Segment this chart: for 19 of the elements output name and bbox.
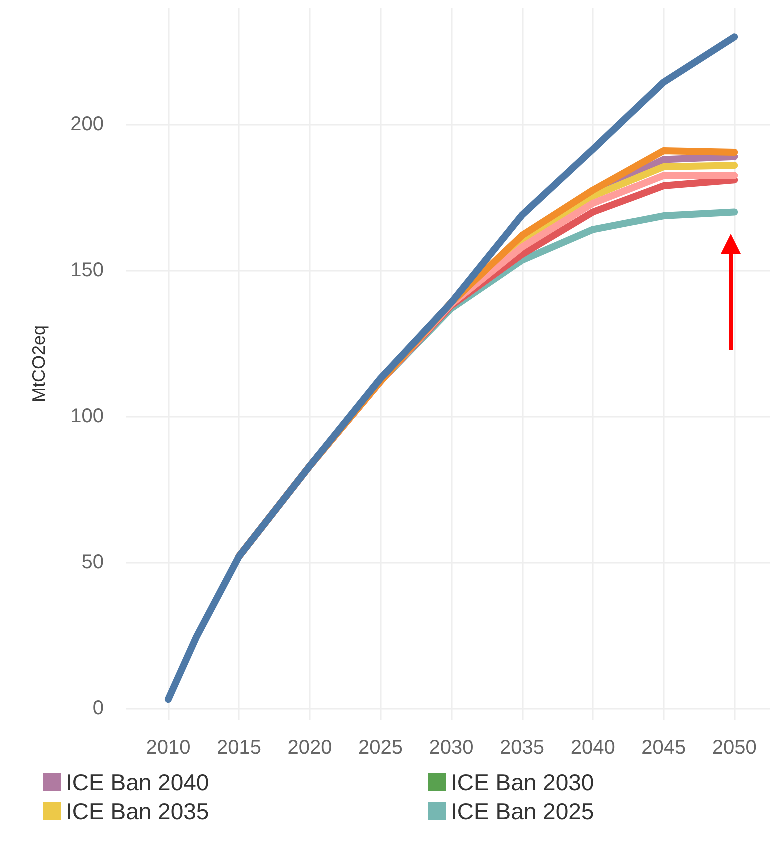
x-tick-label: 2020: [288, 737, 332, 759]
y-tick-label: 200: [70, 114, 104, 136]
legend-label: ICE Ban 2025: [451, 798, 594, 824]
x-tick-label: 2030: [429, 737, 474, 759]
x-tick-label: 2010: [146, 737, 191, 759]
x-tick-label: 2050: [712, 737, 757, 759]
x-tick-label: 2045: [642, 737, 686, 759]
x-tick-label: 2025: [358, 737, 404, 759]
legend-label: ICE Ban 2035: [66, 798, 210, 824]
y-tick-label: 100: [70, 406, 104, 428]
y-tick-label: 50: [82, 551, 104, 574]
legend-label: ICE Ban 2030: [451, 770, 594, 796]
y-tick-label: 0: [92, 697, 104, 720]
y-tick-label: 150: [70, 260, 104, 282]
x-tick-label: 2040: [570, 737, 616, 759]
y-axis-title: MtCO2eq: [29, 325, 49, 403]
x-tick-label: 2035: [500, 737, 545, 759]
x-tick-label: 2015: [216, 737, 262, 759]
legend-label: ICE Ban 2040: [66, 770, 210, 796]
